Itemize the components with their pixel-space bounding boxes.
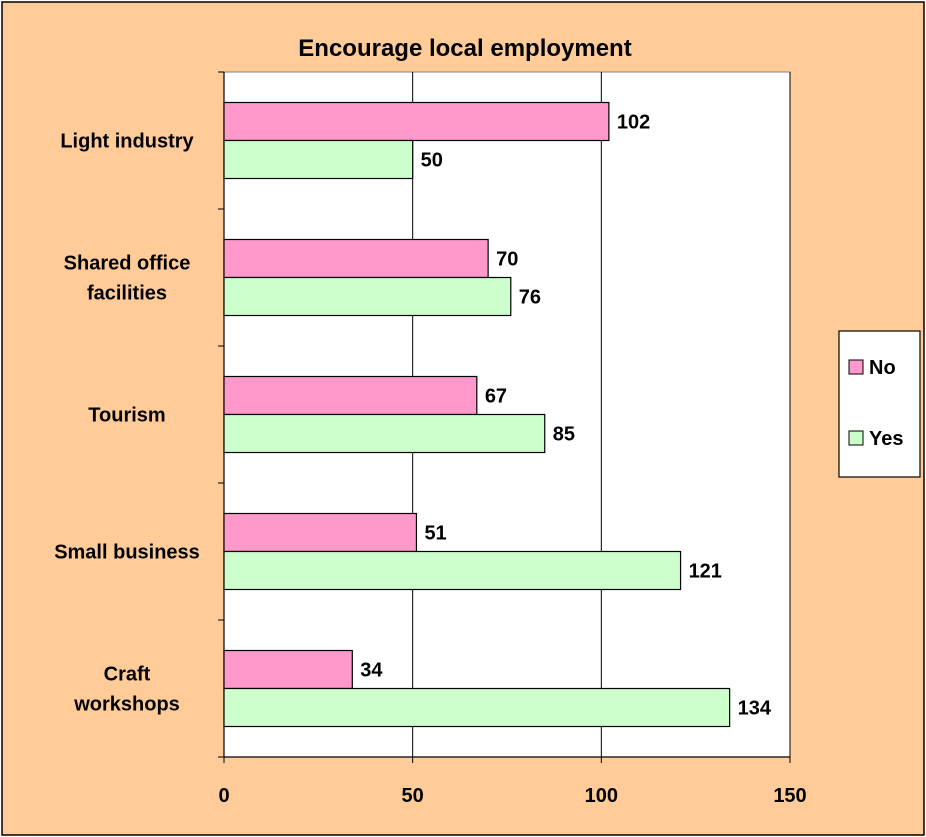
data-label-no-0: 102	[617, 112, 650, 134]
legend-swatch-yes	[848, 430, 864, 446]
bar-no-4	[223, 649, 353, 690]
bar-yes-2	[223, 413, 546, 454]
category-label-line: Small business	[54, 542, 200, 564]
bar-no-2	[223, 375, 478, 416]
bar-yes-3	[223, 550, 682, 591]
x-tick-label-50: 50	[402, 785, 424, 807]
bar-yes-1	[223, 276, 512, 317]
bar-no-1	[223, 238, 489, 279]
x-tick-label-150: 150	[773, 785, 806, 807]
category-label-line: Tourism	[88, 405, 165, 427]
data-label-yes-4: 134	[738, 698, 772, 720]
bar-no-3	[223, 512, 418, 553]
plot-area: 0 50 100 150 Light industry 102 50 Shared offic…	[54, 71, 807, 807]
category-label-1: Shared office facilities	[64, 253, 191, 305]
legend-label-yes: Yes	[869, 428, 903, 450]
chart-title: Encourage local employment	[298, 35, 631, 62]
x-tick-label-100: 100	[585, 785, 618, 807]
category-label-2: Tourism	[88, 405, 165, 427]
data-label-yes-3: 121	[689, 561, 722, 583]
data-label-no-1: 70	[496, 249, 518, 271]
data-label-yes-1: 76	[519, 287, 541, 309]
category-label-3: Small business	[54, 542, 200, 564]
data-label-yes-2: 85	[553, 424, 575, 446]
bar-yes-4	[223, 687, 731, 728]
category-label-line: Craft	[104, 664, 151, 686]
category-label-line: workshops	[73, 694, 180, 716]
category-label-line: Light industry	[60, 131, 194, 153]
category-label-0: Light industry	[60, 131, 194, 153]
bar-no-0	[223, 101, 610, 142]
data-label-no-2: 67	[485, 386, 507, 408]
legend: No Yes	[838, 330, 921, 478]
legend-label-no: No	[869, 357, 896, 379]
category-label-line: Shared office	[64, 253, 191, 275]
category-label-line: facilities	[87, 283, 167, 305]
data-label-no-3: 51	[424, 523, 446, 545]
bar-yes-0	[223, 139, 414, 180]
data-label-yes-0: 50	[421, 150, 443, 172]
legend-box	[838, 330, 921, 478]
legend-swatch-no	[848, 359, 864, 375]
x-tick-label-0: 0	[218, 785, 229, 807]
category-label-4: Craft workshops	[73, 664, 180, 716]
data-label-no-4: 34	[360, 660, 383, 682]
